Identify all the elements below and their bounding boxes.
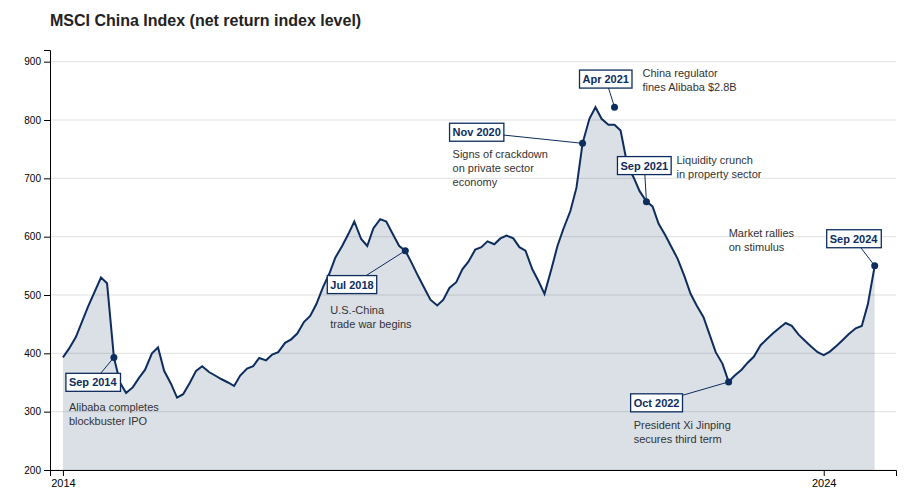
chart: 200 300 400 500 600 700 800 900 2014 2024 Sep 2014… [0,0,916,500]
annotation-label: Apr 2021 [583,73,629,85]
tick-label: 300 [24,406,41,417]
tick-label: 2024 [812,477,836,489]
tick: 600 [24,231,50,242]
tick-mark [63,470,64,476]
annotation-dot [611,104,618,111]
annotation-text: Liquidity crunch in property sector [676,154,761,180]
annotation-box [580,70,632,88]
annotation-box [631,394,683,412]
grid-line [50,120,896,121]
annotation-text-line: Market rallies [729,227,795,239]
axis-line [51,471,897,477]
tick: 800 [24,115,50,126]
tick-label: 500 [24,290,41,301]
tick-mark [44,62,50,63]
plot: 200 300 400 500 600 700 800 900 2014 2024 Sep 2014… [24,51,896,489]
tick-mark [44,412,50,413]
area [63,107,875,470]
annotation-text-line: Signs of crackdown [453,148,548,160]
annotation-text: President Xi Jinping secures third term [634,419,731,445]
marks [63,104,878,470]
annotation: Apr 2021 China regulator fines Alibaba $2.… [580,67,737,107]
tick: 200 [24,465,50,476]
annotation-text-line: blockbuster IPO [69,415,148,427]
tick: 900 [24,56,50,67]
annotation-label: Sep 2021 [620,160,668,172]
axis-line [44,51,51,471]
tick-mark [44,295,50,296]
annotation: Nov 2020 Signs of crackdown on private sec… [450,123,583,188]
annotation-box [617,157,671,175]
tick: 400 [24,348,50,359]
annotation-box [66,373,121,391]
tick-label: 400 [24,348,41,359]
tick-label: 2014 [51,477,75,489]
tick: 700 [24,173,50,184]
annotation-label: Jul 2018 [330,279,373,291]
tick-label: 200 [24,465,41,476]
tick: 2024 [812,470,836,489]
annotation-text-line: President Xi Jinping [634,419,731,431]
tick: 300 [24,406,50,417]
tick-label: 600 [24,231,41,242]
annotation-text-line: Alibaba completes [69,401,159,413]
annotation-text-line: trade war begins [330,318,412,330]
annotation-text-line: on stimulus [729,241,785,253]
tick-mark [44,470,50,471]
annotation-text-line: on private sector [453,162,535,174]
annotation: Oct 2022 President Xi Jinping secures thir… [631,382,731,445]
annotation-text: Market rallies on stimulus [729,227,795,253]
annotation-text: Signs of crackdown on private sector econo… [453,148,548,188]
tick-mark [44,120,50,121]
annotation-box [827,230,882,248]
tick: 500 [24,290,50,301]
tick: 2014 [51,470,75,489]
annotation-label: Sep 2014 [69,376,118,388]
annotation: Jul 2018 U.S.-China trade war begins [327,251,412,330]
x-axis: 2014 2024 [51,470,897,489]
tick-label: 900 [24,56,41,67]
annotation-box [327,276,376,294]
annotation-text-line: Liquidity crunch [676,154,752,166]
annotation-text-line: fines Alibaba $2.8B [643,81,737,93]
tick-label: 700 [24,173,41,184]
annotation: Sep 2024 Market rallies on stimulus [729,227,882,266]
tick-mark [44,178,50,179]
annotation-text: China regulator fines Alibaba $2.8B [643,67,737,93]
annotation-text: U.S.-China trade war begins [330,304,412,330]
annotation-text: Alibaba completes blockbuster IPO [69,401,159,427]
line [63,107,875,398]
tick-label: 800 [24,115,41,126]
annotation-text-line: in property sector [676,168,761,180]
annotation-label: Nov 2020 [453,126,501,138]
annotation-text-line: secures third term [634,433,722,445]
annotation-label: Oct 2022 [634,397,680,409]
tick-mark [44,353,50,354]
annotation-label: Sep 2024 [830,233,879,245]
tick-mark [44,237,50,238]
annotation: Sep 2014 Alibaba completes blockbuster IPO [66,357,159,427]
y-axis: 200 300 400 500 600 700 800 900 [24,51,50,476]
annotations: Sep 2014 Alibaba completes blockbuster IPO… [66,67,881,445]
annotation-text-line: economy [453,176,498,188]
annotation-text-line: U.S.-China [330,304,385,316]
grid-line [50,61,896,62]
tick-mark [824,470,825,476]
annotation-text-line: China regulator [643,67,719,79]
title: MSCI China Index (net return index level… [50,12,361,29]
grid [50,62,896,470]
annotation: Sep 2021 Liquidity crunch in property sect… [617,154,761,202]
annotation-box [450,123,504,141]
